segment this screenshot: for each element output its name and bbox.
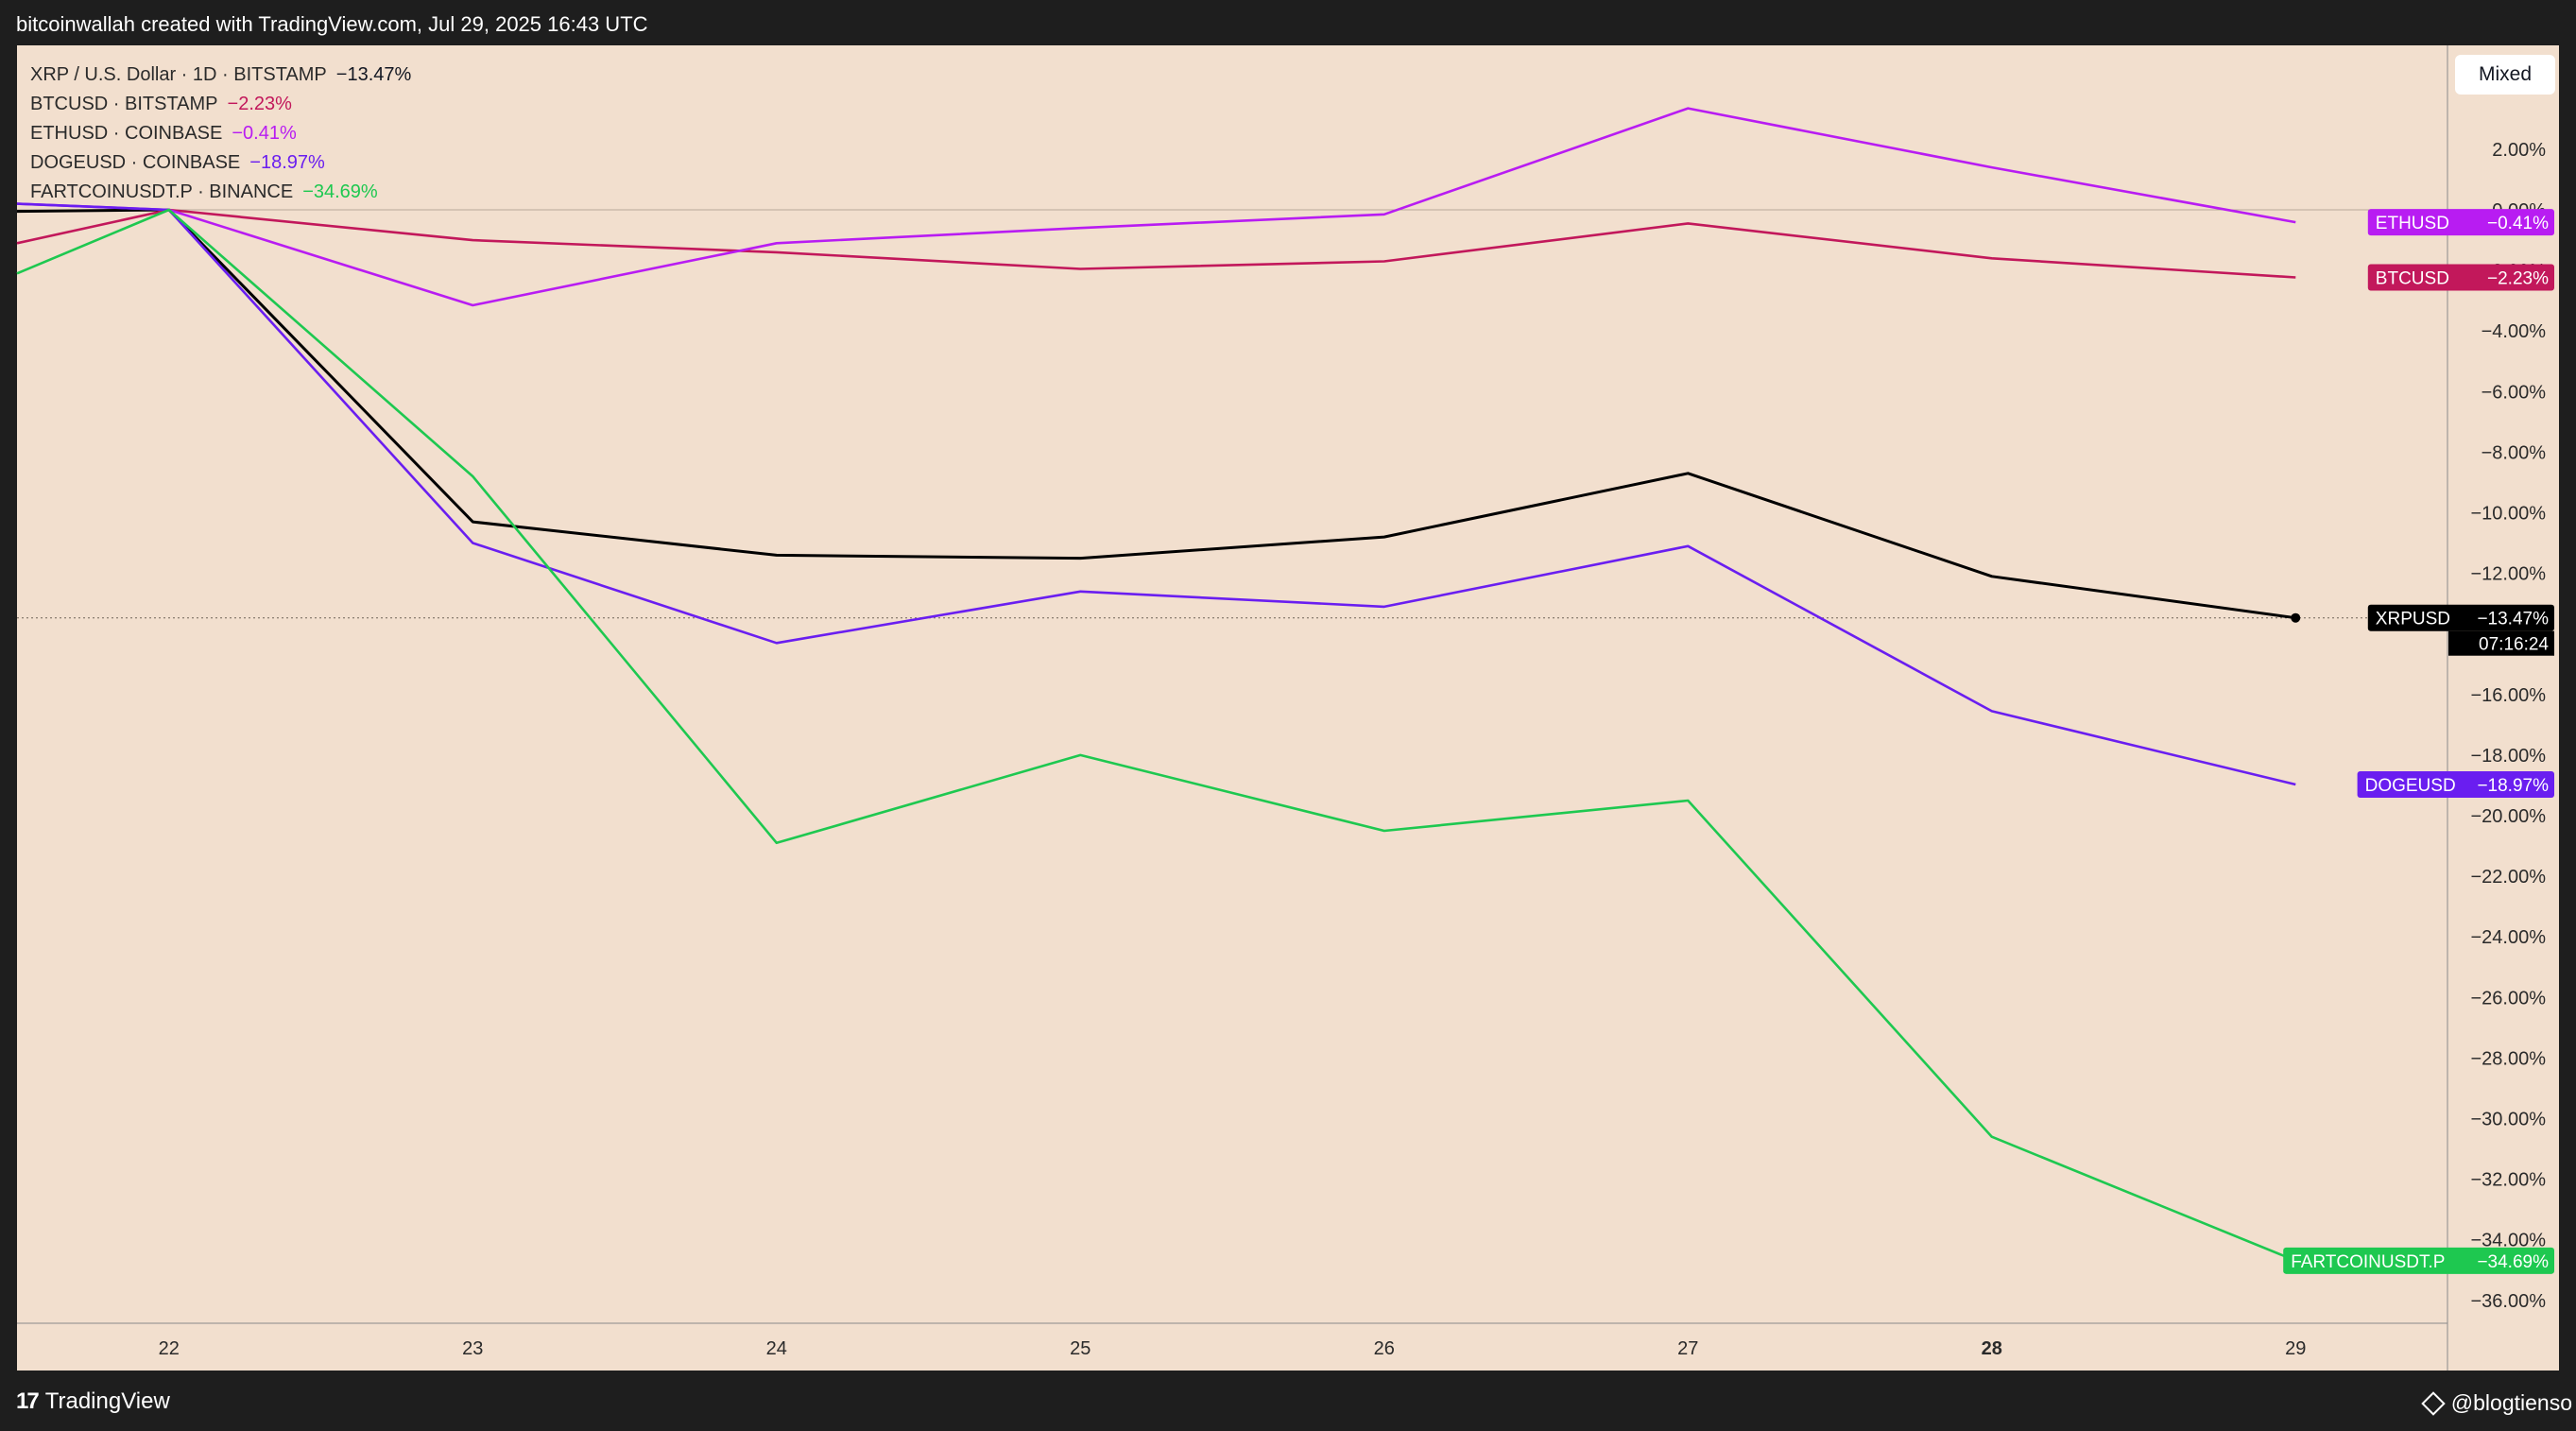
bar-countdown: 07:16:24 bbox=[2479, 635, 2549, 655]
legend-item-eth[interactable]: ETHUSD · COINBASE −0.41% bbox=[30, 119, 411, 148]
x-tick-label: 24 bbox=[766, 1338, 787, 1359]
tradingview-brand[interactable]: 17 TradingView bbox=[16, 1388, 170, 1415]
x-tick-label: 23 bbox=[462, 1338, 483, 1359]
y-tick-label: −22.00% bbox=[2470, 867, 2546, 888]
tradingview-logo-icon: 17 bbox=[16, 1388, 40, 1414]
series-tag-value: −13.47% bbox=[2477, 610, 2549, 629]
series-tag-xrpusd[interactable]: XRPUSD −13.47% 07:16:24 bbox=[2367, 604, 2554, 656]
mixed-scale-button[interactable]: Mixed bbox=[2455, 55, 2555, 95]
series-tag-name: FARTCOINUSDT.P bbox=[2291, 1252, 2445, 1272]
x-tick-label: 22 bbox=[159, 1338, 180, 1359]
x-tick-label: 26 bbox=[1374, 1338, 1395, 1359]
series-tag-name: ETHUSD bbox=[2376, 214, 2449, 233]
legend-label-doge: DOGEUSD · COINBASE bbox=[30, 152, 241, 173]
y-tick-label: −12.00% bbox=[2470, 564, 2546, 585]
series-line-xrpusd[interactable] bbox=[16, 208, 2296, 620]
plot-background[interactable] bbox=[17, 45, 2559, 1371]
countdown-background bbox=[2448, 630, 2554, 656]
legend-value-fartcoin: −34.69% bbox=[302, 181, 378, 202]
series-last-point-xrpusd[interactable] bbox=[2291, 612, 2301, 623]
y-tick-label: −4.00% bbox=[2482, 321, 2547, 342]
series-tag-ethusd[interactable]: ETHUSD −0.41% bbox=[2367, 209, 2554, 236]
y-tick-label: 2.00% bbox=[2492, 140, 2546, 161]
tradingview-label: TradingView bbox=[44, 1388, 170, 1414]
author-label: @blogtienso bbox=[2450, 1390, 2572, 1415]
series-line-dogeusd[interactable] bbox=[16, 202, 2296, 786]
author-watermark: @blogtienso bbox=[2421, 1390, 2572, 1416]
series-tag-name: XRPUSD bbox=[2376, 610, 2450, 629]
legend-value-xrp: −13.47% bbox=[335, 64, 412, 85]
series-tag-value: −2.23% bbox=[2487, 268, 2549, 288]
header-credit: bitcoinwallah created with TradingView.c… bbox=[16, 12, 648, 36]
y-tick-label: −16.00% bbox=[2470, 685, 2546, 706]
y-tick-label: −6.00% bbox=[2482, 382, 2547, 403]
x-tick-label: 28 bbox=[1982, 1338, 2002, 1359]
series-tag-name: DOGEUSD bbox=[2365, 776, 2456, 796]
time-axis-background[interactable] bbox=[17, 1323, 2447, 1371]
legend-label-btc: BTCUSD · BITSTAMP bbox=[30, 94, 218, 114]
legend-item-fartcoin[interactable]: FARTCOINUSDT.P · BINANCE −34.69% bbox=[30, 178, 411, 207]
series-tag-dogeusd[interactable]: DOGEUSD −18.97% bbox=[2357, 770, 2554, 798]
legend-value-btc: −2.23% bbox=[227, 94, 292, 114]
y-tick-label: −36.00% bbox=[2470, 1291, 2546, 1312]
series-line-ethusd[interactable] bbox=[16, 107, 2296, 307]
y-tick-label: −18.00% bbox=[2470, 746, 2546, 767]
diamond-icon bbox=[2421, 1390, 2446, 1416]
x-tick-label: 29 bbox=[2285, 1338, 2306, 1359]
x-tick-label: 27 bbox=[1677, 1338, 1698, 1359]
series-line-btcusd[interactable] bbox=[16, 208, 2296, 279]
legend-item-btc[interactable]: BTCUSD · BITSTAMP −2.23% bbox=[30, 90, 411, 119]
series-tag-background bbox=[2367, 264, 2554, 291]
y-tick-label: −34.00% bbox=[2470, 1231, 2546, 1251]
series-tag-background bbox=[2367, 209, 2554, 236]
y-tick-label: −30.00% bbox=[2470, 1110, 2546, 1130]
legend-label-eth: ETHUSD · COINBASE bbox=[30, 123, 223, 144]
series-tag-value: −18.97% bbox=[2477, 776, 2549, 796]
header-bar: bitcoinwallah created with TradingView.c… bbox=[0, 0, 2576, 45]
series-tag-background bbox=[2283, 1247, 2554, 1274]
legend-item-xrp[interactable]: XRP / U.S. Dollar · 1D · BITSTAMP −13.47% bbox=[30, 60, 411, 90]
legend-value-eth: −0.41% bbox=[232, 123, 297, 144]
y-tick-label: −10.00% bbox=[2470, 504, 2546, 525]
legend: XRP / U.S. Dollar · 1D · BITSTAMP −13.47%… bbox=[30, 60, 411, 207]
x-tick-label: 25 bbox=[1070, 1338, 1091, 1359]
y-tick-label: −24.00% bbox=[2470, 927, 2546, 948]
y-tick-label: −20.00% bbox=[2470, 806, 2546, 827]
series-tag-background bbox=[2367, 604, 2554, 631]
series-tag-name: BTCUSD bbox=[2376, 268, 2449, 288]
series-tag-fartcoinusdt-p[interactable]: FARTCOINUSDT.P −34.69% bbox=[2283, 1247, 2554, 1274]
legend-value-doge: −18.97% bbox=[249, 152, 325, 173]
series-line-fartcoinusdt-p[interactable] bbox=[16, 208, 2296, 1263]
series-tag-value: −0.41% bbox=[2487, 214, 2549, 233]
y-tick-label: −32.00% bbox=[2470, 1170, 2546, 1191]
legend-item-doge[interactable]: DOGEUSD · COINBASE −18.97% bbox=[30, 148, 411, 178]
legend-label-fartcoin: FARTCOINUSDT.P · BINANCE bbox=[30, 181, 294, 202]
series-tag-background bbox=[2357, 770, 2554, 798]
legend-label-xrp: XRP / U.S. Dollar · 1D · BITSTAMP bbox=[30, 64, 327, 85]
y-tick-label: −8.00% bbox=[2482, 442, 2547, 463]
series-tag-value: −34.69% bbox=[2477, 1252, 2549, 1272]
y-tick-label: −28.00% bbox=[2470, 1048, 2546, 1069]
y-tick-label: −26.00% bbox=[2470, 988, 2546, 1009]
series-tag-btcusd[interactable]: BTCUSD −2.23% bbox=[2367, 264, 2554, 291]
